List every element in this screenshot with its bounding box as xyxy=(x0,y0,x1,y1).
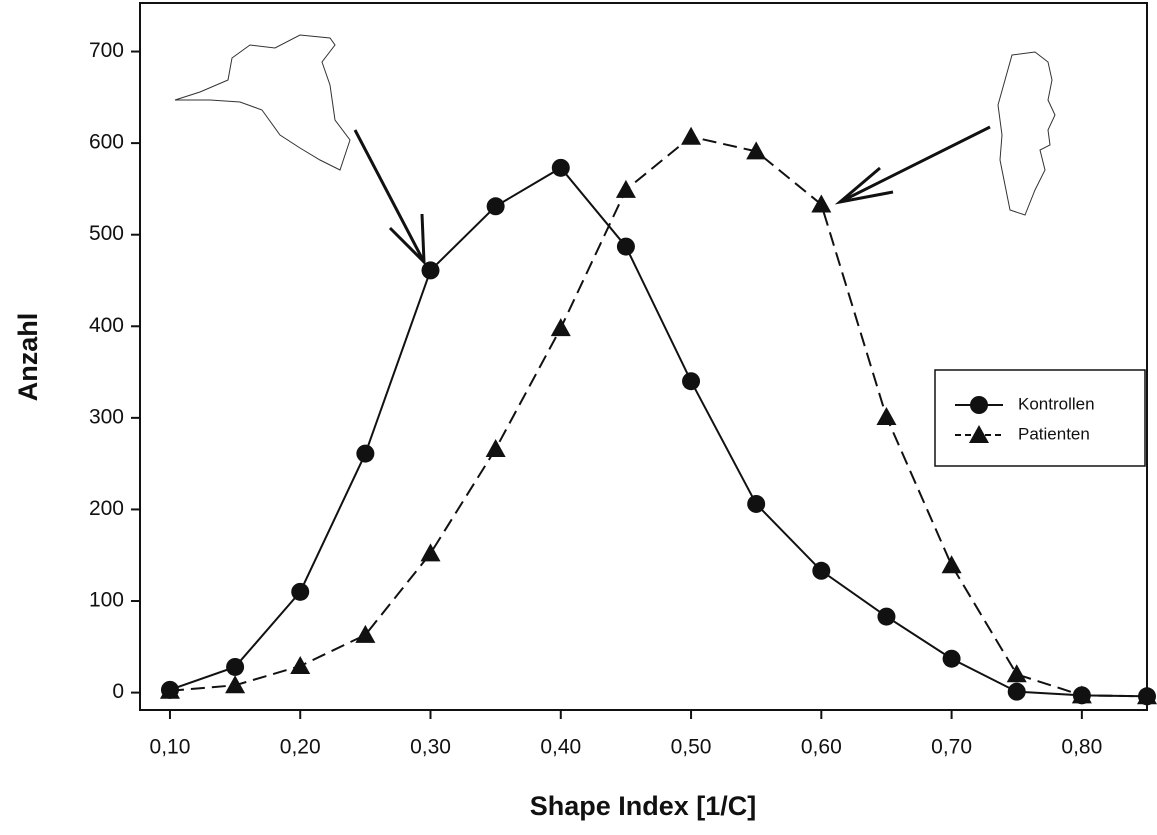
circle-marker xyxy=(877,607,896,626)
x-axis-title: Shape Index [1/C] xyxy=(530,791,757,821)
circle-marker xyxy=(942,649,961,668)
y-tick-label: 400 xyxy=(89,314,124,337)
shape-outline xyxy=(997,51,1056,216)
x-tick-label: 0,80 xyxy=(1061,736,1102,759)
y-tick-label: 200 xyxy=(89,497,124,520)
y-axis-title: Anzahl xyxy=(13,313,43,402)
circle-marker xyxy=(226,657,245,676)
legend-marker xyxy=(969,425,989,443)
series-line xyxy=(169,166,1148,698)
series-line xyxy=(169,135,1148,698)
circle-marker xyxy=(747,494,766,513)
triangle-marker xyxy=(941,555,962,574)
x-tick-label: 0,30 xyxy=(410,736,451,759)
triangle-marker xyxy=(615,179,636,198)
y-tick-label: 300 xyxy=(89,405,124,428)
triangle-marker xyxy=(1006,664,1027,683)
triangle-marker xyxy=(159,680,180,699)
circle-marker xyxy=(616,237,635,256)
triangle-marker xyxy=(876,406,897,425)
circle-marker xyxy=(812,561,831,580)
triangle-marker xyxy=(746,141,767,160)
triangle-marker xyxy=(1137,686,1157,705)
y-tick-label: 100 xyxy=(89,589,124,612)
circle-marker xyxy=(291,582,310,601)
x-tick-label: 0,60 xyxy=(801,736,842,759)
circle-marker xyxy=(1007,682,1026,701)
triangle-marker xyxy=(290,656,311,675)
circle-marker xyxy=(356,444,375,463)
legend-box xyxy=(934,369,1146,467)
y-tick-label: 700 xyxy=(89,39,124,62)
arrow xyxy=(353,129,426,266)
triangle-marker xyxy=(485,438,506,457)
circle-marker xyxy=(486,197,505,216)
x-tick-label: 0,40 xyxy=(540,736,581,759)
y-tick-label: 0 xyxy=(112,680,124,703)
triangle-marker xyxy=(681,126,702,145)
shape-outline xyxy=(174,34,351,171)
triangle-marker xyxy=(420,543,441,562)
y-tick-label: 600 xyxy=(89,131,124,154)
x-tick-label: 0,20 xyxy=(280,736,321,759)
legend-marker xyxy=(970,396,988,414)
plot-frame xyxy=(139,2,1148,711)
legend-label: Patienten xyxy=(1018,424,1090,443)
arrow xyxy=(834,125,991,205)
y-tick-label: 500 xyxy=(89,222,124,245)
circle-marker xyxy=(682,372,701,391)
x-tick-label: 0,10 xyxy=(150,736,191,759)
triangle-marker xyxy=(355,624,376,643)
x-tick-label: 0,50 xyxy=(671,736,712,759)
triangle-marker xyxy=(225,675,246,694)
triangle-marker xyxy=(811,194,832,213)
circle-marker xyxy=(421,261,440,280)
x-tick-label: 0,70 xyxy=(931,736,972,759)
triangle-marker xyxy=(550,318,571,337)
circle-marker xyxy=(551,158,570,177)
triangle-marker xyxy=(1071,685,1092,704)
legend-label: Kontrollen xyxy=(1018,394,1095,413)
